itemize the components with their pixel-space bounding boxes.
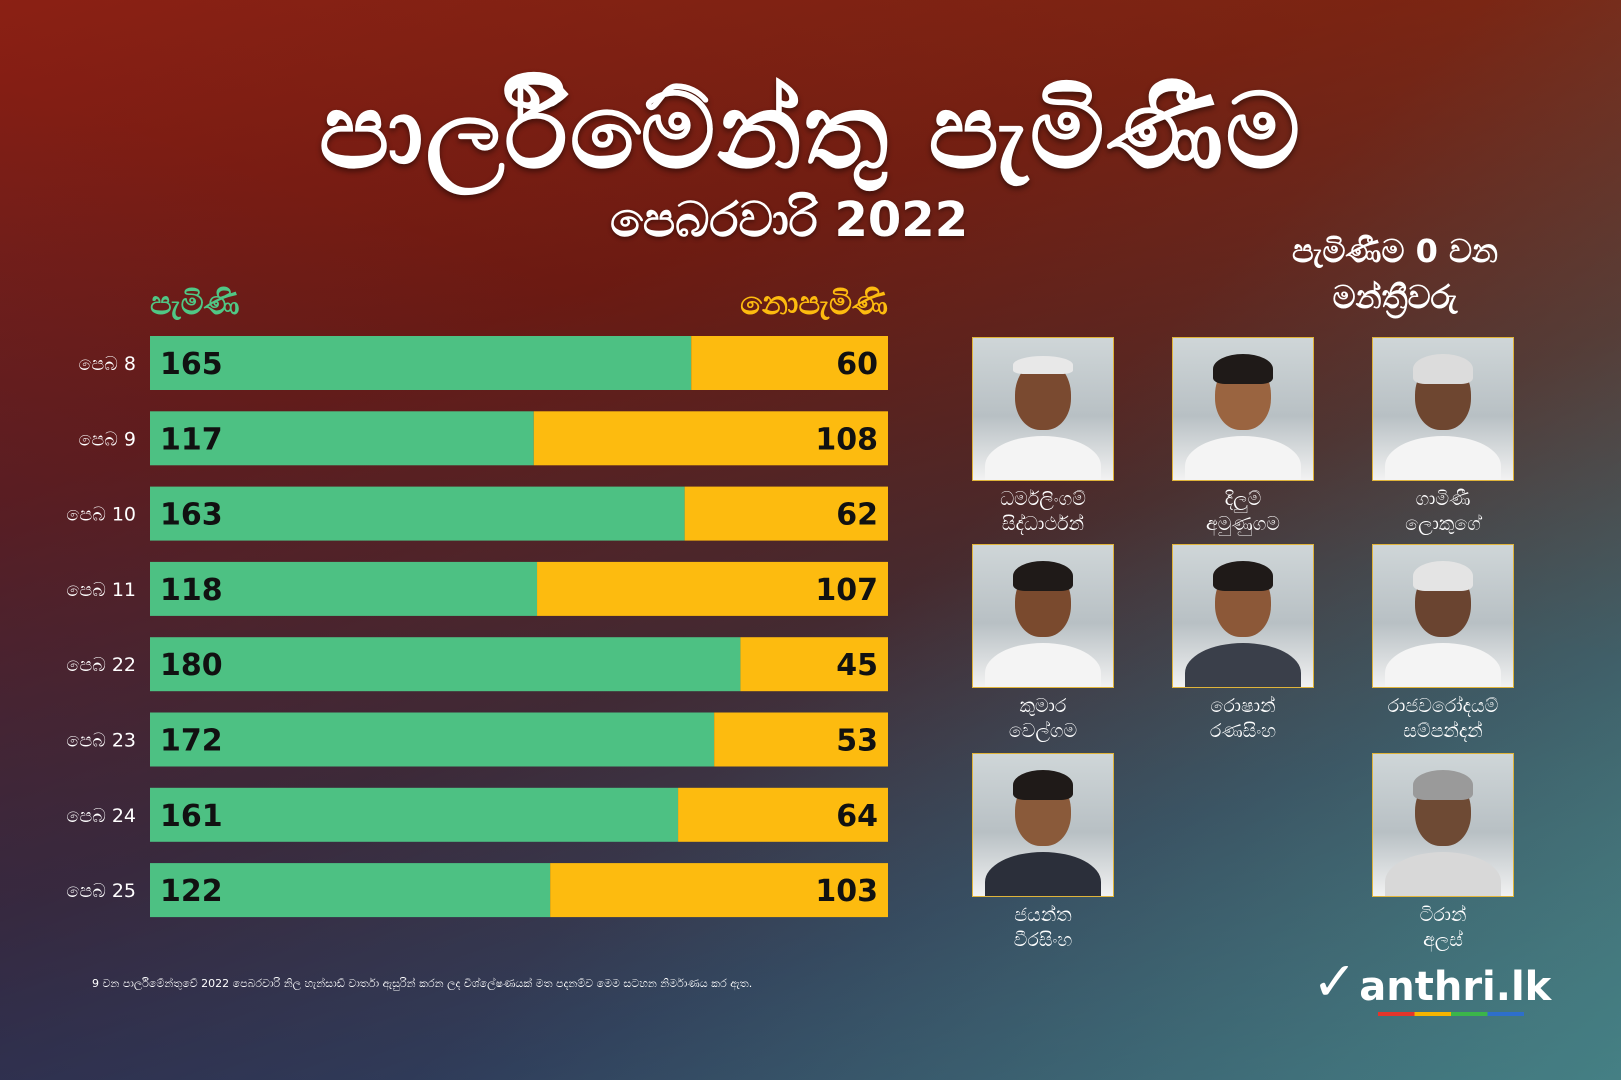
member-card: ටිරාන් අලස් [1372,753,1514,953]
member-name: රාජවරෝදයම් සම්පන්දන් [1387,695,1499,742]
member-name: ගාමිණී ලොකුගේ [1405,488,1481,535]
page-title: පාර්ලිමේන්තු පැමිණීම [318,70,1303,192]
member-photo [1372,337,1514,481]
date-label: පෙබ 9 [78,428,136,450]
member-name: දිලුම් අමුණුගම [1206,488,1280,535]
present-bar [150,486,685,541]
member-card: ධර්මලිංගම් සිද්ධාර්ථන් [972,337,1114,537]
absent-value-label: 103 [815,874,878,909]
absent-value-label: 53 [836,724,878,759]
absent-value-label: 64 [836,799,878,834]
member-name: කුමාර වෙල්ගම [1008,695,1078,742]
present-value-label: 117 [160,422,223,457]
date-label: පෙබ 22 [66,654,136,676]
member-card: ගාමිණී ලොකුගේ [1372,337,1514,537]
absent-value-label: 45 [836,648,878,683]
present-bar [150,712,715,767]
absent-value-label: 60 [836,347,878,382]
zero-attendance-panel-title: පැමිණීම 0 වන මන්ත්‍රීවරු [1230,228,1560,320]
absent-value-label: 107 [815,573,878,608]
member-photo [972,337,1114,481]
present-value-label: 165 [160,347,223,382]
member-name: ජයන්ත වීරසිංහ [1013,904,1073,951]
absent-bar [533,411,888,466]
absent-value-label: 108 [815,422,878,457]
present-value-label: 180 [160,648,223,683]
legend-absent: නොපැමිණි [740,284,888,322]
legend-present: පැමිණි [150,284,240,322]
present-bar [150,336,692,390]
absent-bar [537,561,888,616]
present-bar [150,863,551,918]
member-card: කුමාර වෙල්ගම [972,544,1114,744]
member-name: ටිරාන් අලස් [1419,904,1467,951]
present-bar [150,637,741,692]
member-photo [1172,544,1314,688]
date-label: පෙබ 11 [66,579,136,601]
member-photo [1372,753,1514,897]
member-photo [1372,544,1514,688]
absent-bar [714,712,888,767]
absent-bar [550,863,888,918]
absent-bar [740,637,888,692]
date-label: පෙබ 25 [66,880,136,902]
source-footnote: 9 වන පාර්ලිමේන්තුවේ 2022 පෙබරවාරි නිල හැ… [92,977,753,990]
absent-bar [678,787,888,842]
member-name: රොෂාන් රණසිංහ [1209,695,1277,742]
member-card: ජයන්ත වීරසිංහ [972,753,1114,953]
brand-logo[interactable]: ✓anthri.lk [1312,950,1551,1013]
present-bar [150,411,534,466]
brand-logo-text: anthri.lk [1359,964,1552,1010]
member-photo [1172,337,1314,481]
present-value-label: 172 [160,724,223,759]
member-photo [972,753,1114,897]
present-value-label: 163 [160,498,223,533]
present-value-label: 118 [160,573,223,608]
present-bar [150,787,679,842]
date-label: පෙබ 10 [66,504,136,526]
date-label: පෙබ 23 [66,730,136,752]
checkmark-icon: ✓ [1312,950,1358,1013]
panel-title-line2: මන්ත්‍රීවරු [1332,278,1458,316]
member-photo [972,544,1114,688]
logo-color-bar [1378,1012,1524,1016]
present-value-label: 122 [160,874,223,909]
date-label: පෙබ 8 [78,353,136,375]
member-card: දිලුම් අමුණුගම [1172,337,1314,537]
date-label: පෙබ 24 [66,805,136,827]
absent-bar [684,486,888,541]
present-value-label: 161 [160,799,223,834]
absent-value-label: 62 [836,498,878,533]
member-card: රාජවරෝදයම් සම්පන්දන් [1372,544,1514,744]
present-bar [150,561,538,616]
member-card: රොෂාන් රණසිංහ [1172,544,1314,744]
member-name: ධර්මලිංගම් සිද්ධාර්ථන් [1000,488,1086,535]
page-subtitle: පෙබරවාරි 2022 [610,192,969,248]
absent-bar [691,336,888,390]
panel-title-line1: පැමිණීම 0 වන [1291,232,1499,270]
